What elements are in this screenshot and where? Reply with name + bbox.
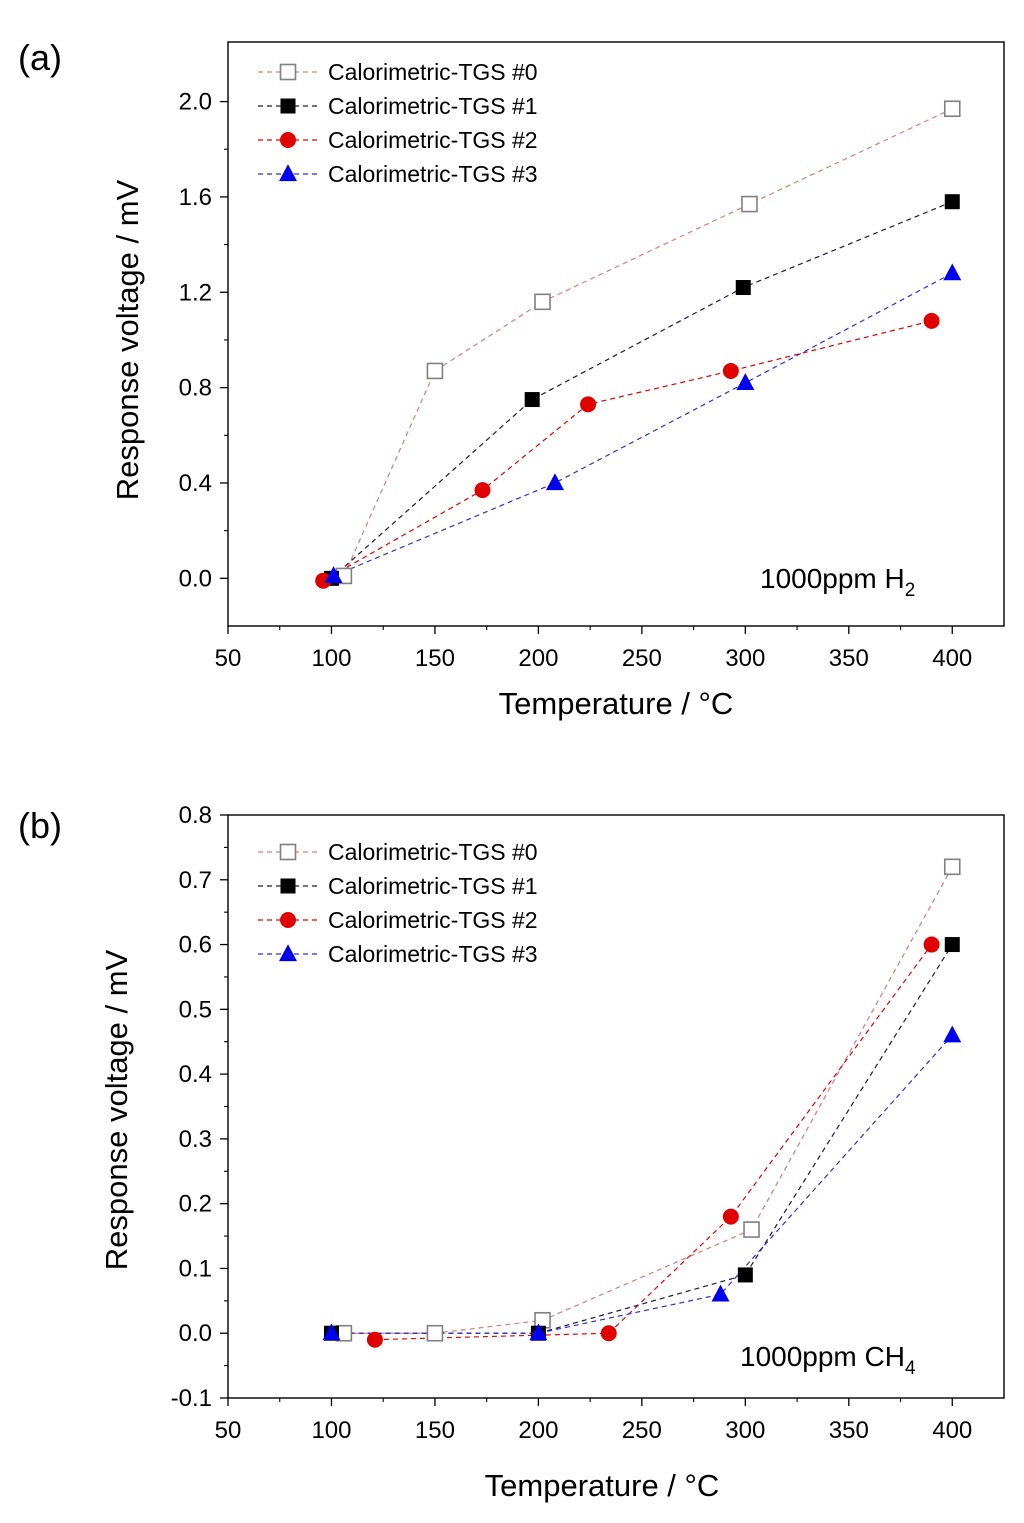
x-tick-label: 400 <box>932 645 972 672</box>
y-tick-label: 0.7 <box>179 867 212 894</box>
data-point <box>943 858 961 876</box>
data-point <box>580 396 597 413</box>
y-tick-label: 0.0 <box>179 1320 212 1347</box>
data-point <box>711 1284 730 1302</box>
y-axis-label: Response voltage / mV <box>99 949 134 1270</box>
data-point <box>600 1325 617 1342</box>
data-point <box>741 195 758 213</box>
legend-marker <box>279 843 297 861</box>
y-tick-label: -0.1 <box>171 1385 212 1412</box>
y-axis-label: Response voltage / mV <box>110 179 145 500</box>
y-tick-label: 0.4 <box>179 1061 212 1088</box>
data-point <box>322 1323 341 1341</box>
x-tick-label: 50 <box>215 645 242 672</box>
series-line <box>333 272 953 577</box>
y-tick-label: 1.6 <box>179 184 212 211</box>
legend-marker <box>279 63 297 81</box>
gas-annotation-subscript: 2 <box>905 580 916 601</box>
legend-marker <box>279 164 297 182</box>
data-point <box>545 473 564 491</box>
x-tick-label: 350 <box>829 645 869 672</box>
legend-label: Calorimetric-TGS #1 <box>328 93 538 119</box>
y-tick-label: 0.8 <box>179 375 212 402</box>
data-point <box>426 362 444 380</box>
data-point <box>534 1311 551 1329</box>
panel-label: (b) <box>18 805 62 846</box>
series-line <box>374 944 933 1341</box>
x-tick-label: 200 <box>518 645 558 672</box>
series-line <box>331 201 953 579</box>
x-axis-label: Temperature / °C <box>499 686 734 721</box>
y-tick-label: 0.1 <box>179 1255 212 1282</box>
legend-label: Calorimetric-TGS #3 <box>328 941 538 967</box>
legend-marker <box>280 912 296 928</box>
y-tick-label: 0.2 <box>179 1191 212 1218</box>
data-point <box>737 1267 753 1283</box>
x-tick-label: 100 <box>311 1417 351 1444</box>
legend-label: Calorimetric-TGS #1 <box>328 873 538 899</box>
x-tick-label: 300 <box>725 645 765 672</box>
y-tick-label: 0.6 <box>179 932 212 959</box>
x-tick-label: 150 <box>415 1417 455 1444</box>
data-point <box>943 1025 962 1043</box>
x-tick-label: 300 <box>725 1417 765 1444</box>
legend-label: Calorimetric-TGS #0 <box>328 839 538 865</box>
x-tick-label: 250 <box>622 645 662 672</box>
plot-frame <box>227 41 1005 627</box>
legend-label: Calorimetric-TGS #2 <box>328 907 538 933</box>
y-tick-label: 2.0 <box>179 89 212 116</box>
x-axis-label: Temperature / °C <box>485 1468 720 1503</box>
x-tick-label: 350 <box>829 1417 869 1444</box>
data-point <box>324 566 343 584</box>
legend-label: Calorimetric-TGS #2 <box>328 127 538 153</box>
data-point <box>736 373 755 390</box>
y-tick-label: 0.3 <box>179 1126 212 1153</box>
data-point <box>524 392 540 408</box>
data-point <box>943 263 962 281</box>
data-point <box>923 312 940 329</box>
x-tick-label: 400 <box>932 1417 972 1444</box>
legend-marker <box>279 944 297 962</box>
x-tick-label: 200 <box>518 1417 558 1444</box>
y-tick-label: 0.0 <box>179 565 212 592</box>
data-point <box>529 1323 548 1341</box>
legend-marker <box>280 132 296 148</box>
chart-panel-a: 50 100 150 200 250 300 350 400 0.0 0.4 0.8 1.2 1.6 2.… <box>18 37 1005 721</box>
data-point <box>722 1208 739 1225</box>
data-point <box>944 194 960 210</box>
data-point <box>735 280 751 296</box>
legend-marker <box>280 878 296 894</box>
data-point <box>943 100 961 118</box>
chart-panel-b: 50 100 150 200 250 300 350 400 -0.1 0.0 0.1 0.2 0.3 0… <box>18 802 1005 1503</box>
y-tick-label: 0.8 <box>179 802 212 829</box>
x-tick-label: 100 <box>311 645 351 672</box>
data-point <box>923 936 940 953</box>
y-tick-label: 0.4 <box>179 470 212 497</box>
data-point <box>722 362 739 379</box>
legend-marker <box>280 98 296 114</box>
x-tick-label: 50 <box>215 1417 242 1444</box>
x-tick-label: 250 <box>622 1417 662 1444</box>
data-point <box>426 1324 444 1342</box>
data-point <box>315 572 332 589</box>
data-point <box>534 293 551 311</box>
panel-label: (a) <box>18 37 62 78</box>
gas-annotation-subscript: 4 <box>905 1358 916 1379</box>
data-point <box>474 482 491 499</box>
data-point <box>743 1221 760 1238</box>
y-tick-label: 1.2 <box>179 279 212 306</box>
data-point <box>366 1331 383 1348</box>
legend-label: Calorimetric-TGS #0 <box>328 59 538 85</box>
data-point <box>944 937 960 953</box>
x-tick-label: 150 <box>415 645 455 672</box>
y-tick-label: 0.5 <box>179 996 212 1023</box>
legend-label: Calorimetric-TGS #3 <box>328 161 538 187</box>
